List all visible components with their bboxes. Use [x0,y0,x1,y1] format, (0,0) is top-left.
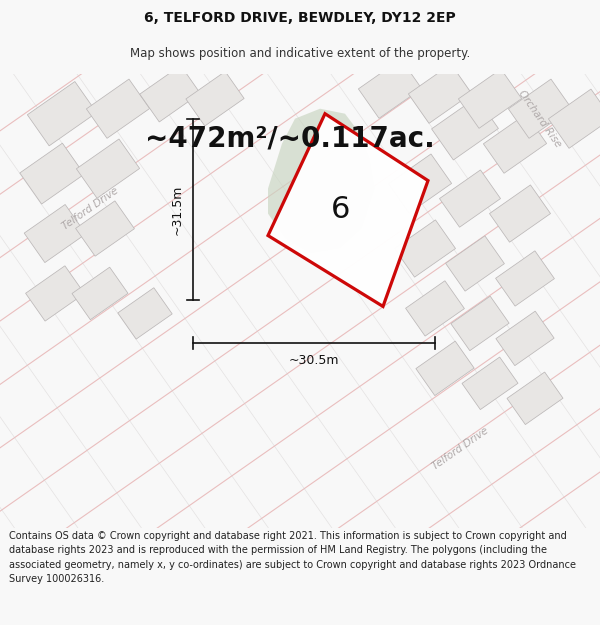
Polygon shape [86,79,149,138]
Polygon shape [462,357,518,409]
Polygon shape [76,201,134,256]
Polygon shape [508,79,572,138]
Polygon shape [24,204,86,262]
Polygon shape [451,296,509,351]
Polygon shape [268,109,375,254]
Polygon shape [268,114,428,306]
Polygon shape [388,154,452,213]
Text: 6: 6 [331,194,350,224]
Text: ~472m²/~0.117ac.: ~472m²/~0.117ac. [145,124,435,152]
Polygon shape [431,98,499,160]
Polygon shape [496,251,554,306]
Polygon shape [26,266,85,321]
Polygon shape [409,64,472,123]
Text: ~31.5m: ~31.5m [170,184,184,235]
Polygon shape [439,170,500,227]
Polygon shape [484,114,547,173]
Polygon shape [118,288,172,339]
Polygon shape [140,66,200,122]
Text: Contains OS data © Crown copyright and database right 2021. This information is : Contains OS data © Crown copyright and d… [9,531,576,584]
Polygon shape [186,71,244,126]
Text: Telford Drive: Telford Drive [430,425,490,471]
Polygon shape [458,69,521,128]
Polygon shape [394,220,455,277]
Text: Orchard Rise: Orchard Rise [517,88,563,149]
Text: 6, TELFORD DRIVE, BEWDLEY, DY12 2EP: 6, TELFORD DRIVE, BEWDLEY, DY12 2EP [144,11,456,26]
Text: ~30.5m: ~30.5m [289,354,339,367]
Polygon shape [28,81,97,146]
Polygon shape [416,341,474,396]
Polygon shape [446,236,505,291]
Polygon shape [548,89,600,148]
Polygon shape [20,143,84,204]
Polygon shape [507,372,563,424]
Polygon shape [406,281,464,336]
Text: Map shows position and indicative extent of the property.: Map shows position and indicative extent… [130,47,470,59]
Polygon shape [358,59,422,118]
Polygon shape [496,311,554,366]
Polygon shape [490,185,551,242]
Polygon shape [72,267,128,320]
Text: Telford Drive: Telford Drive [60,186,120,232]
Polygon shape [76,139,140,198]
